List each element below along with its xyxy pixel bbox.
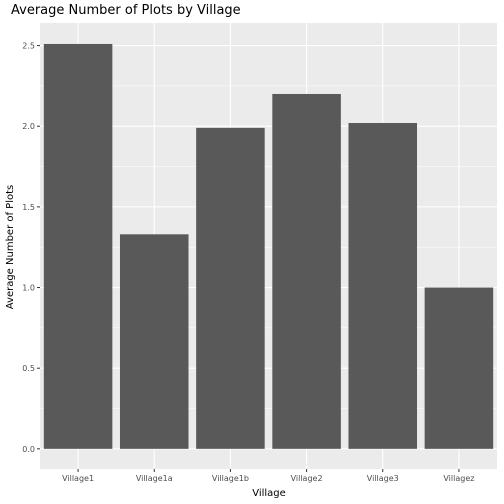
bar-village3 [348,123,417,449]
bar-village1 [44,44,113,449]
x-tick-label: Village1a [136,474,173,483]
x-tick-label: Village2 [291,474,323,483]
y-tick-label: 0.0 [22,445,35,454]
bar-villagez [425,288,494,449]
y-axis-title: Average Number of Plots [5,185,16,309]
y-tick-label: 1.0 [22,284,35,293]
y-axis: 0.0 0.5 1.0 1.5 2.0 2.5 [22,42,40,454]
x-tick-label: Village3 [367,474,399,483]
y-tick-label: 2.5 [22,42,35,51]
bar-village1a [120,234,189,449]
x-axis-title: Village [252,488,286,499]
chart-title: Average Number of Plots by Village [11,3,241,18]
bar-village2 [272,94,341,449]
x-tick-label: Village1 [62,474,94,483]
y-tick-label: 2.0 [22,122,35,131]
y-tick-label: 1.5 [22,203,35,212]
x-tick-label: Village1b [212,474,249,483]
bar-village1b [196,128,265,449]
y-tick-label: 0.5 [22,364,35,373]
x-axis: Village1 Village1a Village1b Village2 Villag… [62,469,474,483]
x-tick-label: Villagez [443,474,474,483]
